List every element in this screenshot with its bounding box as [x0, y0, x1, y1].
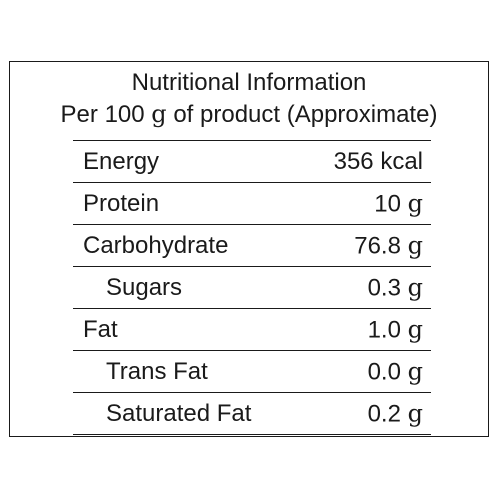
subtitle-prefix: Per 100 [60, 101, 152, 128]
row-value: 356 kcal [334, 148, 423, 176]
value-unit: g [407, 231, 423, 259]
row-label: Fat [83, 315, 118, 343]
row-label: Carbohydrate [83, 231, 229, 259]
value-unit: g [407, 315, 423, 343]
row-value: 0.2 g [368, 399, 423, 428]
subtitle-suffix: of product (Approximate) [166, 101, 438, 128]
value-number: 0.3 [367, 274, 401, 301]
value-number: 0.0 [367, 358, 401, 385]
row-label: Protein [83, 189, 160, 217]
row-label: Saturated Fat [106, 399, 252, 427]
row-value: 1.0 g [368, 315, 423, 344]
table-row-protein: Protein 10 g [73, 183, 431, 225]
value-unit: g [407, 357, 423, 385]
table-row-carbohydrate: Carbohydrate 76.8 g [73, 225, 431, 267]
value-number: 10 [374, 190, 401, 217]
row-label: Sugars [106, 273, 183, 301]
value-unit: g [407, 273, 423, 301]
value-number: 0.2 [367, 400, 401, 427]
row-value: 10 g [374, 189, 423, 218]
table-row-sugars: Sugars 0.3 g [73, 267, 431, 309]
value-number: 356 kcal [333, 147, 423, 175]
value-unit: g [407, 399, 423, 427]
nutrition-panel: Nutritional Information Per 100 g of pro… [9, 61, 489, 437]
row-value: 0.3 g [368, 273, 423, 302]
table-row-trans-fat: Trans Fat 0.0 g [73, 351, 431, 393]
panel-title: Nutritional Information [131, 69, 367, 96]
table-row-saturated-fat: Saturated Fat 0.2 g [73, 393, 431, 435]
row-value: 0.0 g [368, 357, 423, 386]
panel-subtitle: Per 100 g of product (Approximate) [10, 100, 488, 129]
nutrition-table: Energy 356 kcal Protein 10 g Carbohydrat… [73, 140, 431, 435]
row-label: Energy [83, 147, 160, 175]
value-number: 76.8 [354, 232, 401, 259]
value-number: 1.0 [367, 316, 401, 343]
value-unit: g [407, 189, 423, 217]
table-row-energy: Energy 356 kcal [73, 141, 431, 183]
row-label: Trans Fat [106, 357, 208, 385]
table-row-fat: Fat 1.0 g [73, 309, 431, 351]
subtitle-unit: g [151, 100, 167, 128]
row-value: 76.8 g [354, 231, 423, 260]
